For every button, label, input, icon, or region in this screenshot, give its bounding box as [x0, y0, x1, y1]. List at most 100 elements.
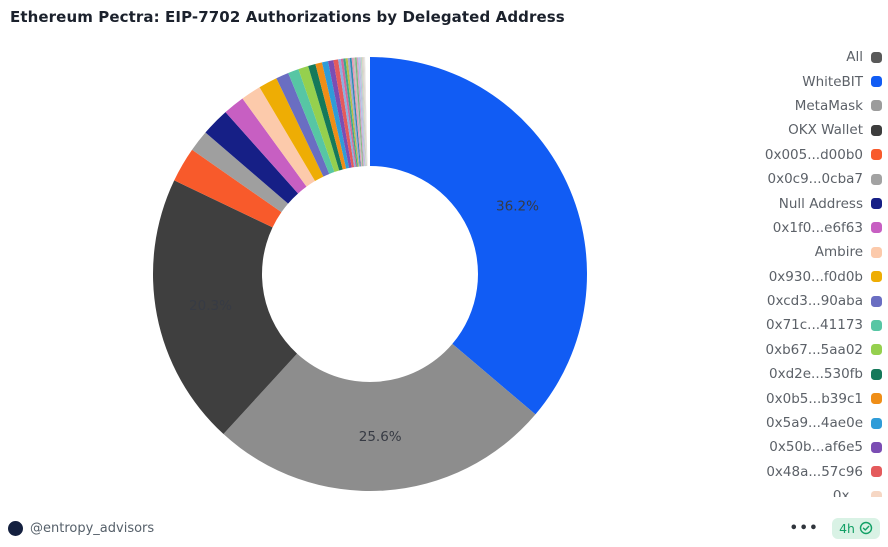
legend-item[interactable]: 0x0b5...b39c1 [765, 386, 882, 410]
pie-slice[interactable] [345, 58, 359, 167]
pie-slice[interactable] [340, 58, 357, 167]
legend-swatch [871, 368, 882, 380]
check-circle-icon [859, 521, 873, 535]
pie-slice[interactable] [308, 63, 343, 171]
legend-swatch [871, 466, 882, 478]
legend-item[interactable]: OKX Wallet [765, 118, 882, 142]
legend-item[interactable]: All [765, 45, 882, 69]
pie-slice[interactable] [351, 57, 362, 167]
legend-item[interactable]: 0xb67...5aa02 [765, 338, 882, 362]
legend-swatch [871, 417, 882, 429]
pie-slice[interactable] [205, 112, 299, 204]
legend-item-label: 0xb67...5aa02 [765, 341, 863, 358]
time-badge-label: 4h [839, 520, 855, 536]
legend-item[interactable]: MetaMask [765, 94, 882, 118]
legend-item[interactable]: WhiteBIT [765, 69, 882, 93]
footer-actions: ••• 4h [789, 517, 880, 539]
pie-slice[interactable] [298, 66, 340, 173]
pie-slice[interactable] [315, 62, 347, 170]
legend-item[interactable]: Ambire [765, 240, 882, 264]
legend-swatch [871, 51, 882, 63]
legend-swatch [871, 173, 882, 185]
legend-item[interactable]: 0x0c9...0cba7 [765, 167, 882, 191]
legend-item-label: 0x71c...41173 [766, 317, 863, 334]
slice-label: 25.6% [359, 429, 402, 445]
pie-slice[interactable] [192, 132, 289, 213]
pie-slice[interactable] [364, 57, 368, 167]
chart-title: Ethereum Pectra: EIP-7702 Authorizations… [10, 8, 565, 26]
legend-swatch [871, 222, 882, 234]
pie-slice[interactable] [338, 58, 356, 168]
pie-slice[interactable] [223, 343, 536, 492]
time-badge[interactable]: 4h [832, 517, 880, 539]
legend-item[interactable]: 0xd2e...530fb [765, 362, 882, 386]
legend-swatch [871, 271, 882, 283]
legend-item-label: All [846, 49, 863, 66]
pie-slice[interactable] [355, 57, 364, 167]
legend-item-label: 0xcd3...90aba [766, 293, 863, 310]
slice-label: 36.2% [496, 199, 539, 215]
legend-item-label: 0x50b...af6e5 [769, 439, 863, 456]
pie-slice[interactable] [153, 180, 298, 435]
legend-swatch [871, 490, 882, 497]
pie-slice[interactable] [353, 57, 363, 167]
legend-swatch [871, 246, 882, 258]
pie-slice[interactable] [333, 59, 355, 168]
pie-slice[interactable] [356, 57, 365, 167]
pie-slice[interactable] [225, 98, 307, 194]
pie-slice[interactable] [276, 73, 330, 177]
legend-item-label: 0x… [832, 488, 863, 497]
pie-slice[interactable] [365, 56, 370, 167]
donut-chart: 36.2% 25.6% 20.3% [153, 56, 587, 492]
pie-slice[interactable] [347, 57, 360, 167]
legend-item-label: 0x48a...57c96 [766, 463, 863, 480]
legend-swatch [871, 149, 882, 161]
legend-item[interactable]: 0x71c...41173 [765, 313, 882, 337]
legend-item-label: Null Address [778, 195, 863, 212]
legend-item[interactable]: 0x1f0...e6f63 [765, 216, 882, 240]
pie-slice[interactable] [259, 78, 324, 182]
legend-swatch [871, 124, 882, 136]
account-handle[interactable]: @entropy_advisors [30, 520, 155, 536]
legend-item-label: 0x005...d00b0 [764, 146, 863, 163]
legend-swatch [871, 393, 882, 405]
legend-item-label: 0x0b5...b39c1 [766, 390, 863, 407]
pie-slice[interactable] [349, 57, 361, 167]
legend-item-label: 0x930...f0d0b [768, 268, 863, 285]
legend-item[interactable]: 0x… [765, 484, 882, 497]
legend-item[interactable]: 0x50b...af6e5 [765, 435, 882, 459]
legend-swatch [871, 76, 882, 88]
legend-swatch [871, 441, 882, 453]
legend-item[interactable]: Null Address [765, 191, 882, 215]
avatar[interactable] [8, 520, 23, 536]
pie-slice[interactable] [370, 57, 587, 415]
legend-item-label: Ambire [814, 244, 863, 261]
pie-slice[interactable] [328, 60, 352, 169]
pie-slice[interactable] [358, 57, 365, 167]
pie-slice[interactable] [363, 57, 368, 167]
pie-slice[interactable] [288, 69, 335, 174]
legend-item-label: WhiteBIT [802, 73, 863, 90]
footer: @entropy_advisors ••• 4h [0, 513, 888, 547]
more-options-button[interactable]: ••• [789, 520, 820, 536]
legend-item[interactable]: 0x930...f0d0b [765, 265, 882, 289]
pie-slice[interactable] [242, 87, 316, 187]
legend-swatch [871, 100, 882, 112]
legend-item-label: 0x1f0...e6f63 [772, 219, 863, 236]
pie-slice[interactable] [359, 57, 366, 167]
legend-item[interactable]: 0x005...d00b0 [765, 143, 882, 167]
pie-slice[interactable] [322, 61, 350, 169]
legend-item[interactable]: 0xcd3...90aba [765, 289, 882, 313]
legend-item-label: 0x5a9...4ae0e [766, 415, 863, 432]
legend-item-label: 0x0c9...0cba7 [767, 171, 864, 188]
legend-swatch [871, 319, 882, 331]
pie-slice[interactable] [174, 149, 282, 228]
legend-item-label: MetaMask [794, 97, 863, 114]
pie-slice[interactable] [361, 57, 367, 167]
legend-item[interactable]: 0x5a9...4ae0e [765, 411, 882, 435]
legend-item[interactable]: 0x48a...57c96 [765, 460, 882, 484]
pie-slice[interactable] [343, 58, 358, 167]
pie-slice[interactable] [360, 57, 366, 167]
legend-swatch [871, 198, 882, 210]
